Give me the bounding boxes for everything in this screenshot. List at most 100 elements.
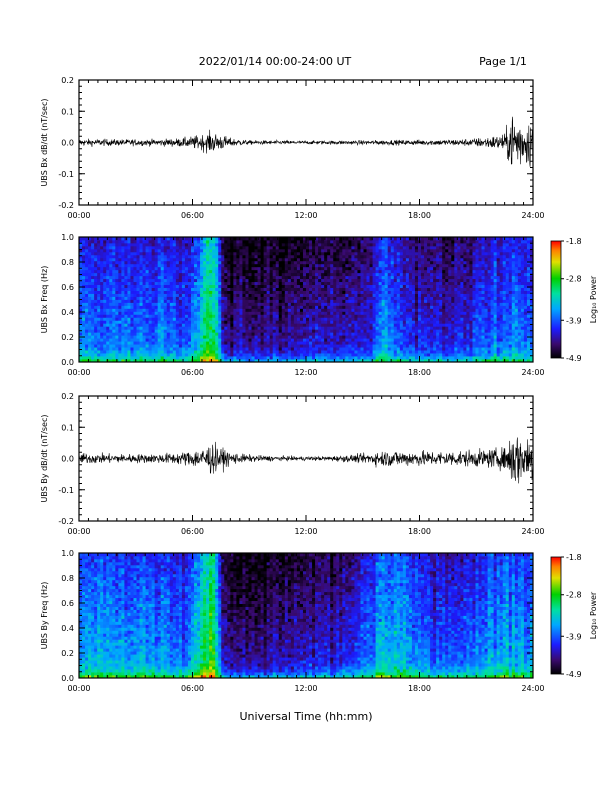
spectrogram-cell	[296, 248, 301, 253]
spectrogram-cell	[145, 314, 150, 318]
spectrogram-cell	[145, 359, 150, 363]
spectrogram-cell	[236, 260, 240, 265]
spectrogram-cell	[348, 284, 352, 288]
spectrogram-cell	[115, 317, 119, 321]
spectrogram-cell	[272, 314, 277, 318]
spectrogram-cell	[181, 320, 186, 324]
spectrogram-cell	[109, 302, 113, 306]
spectrogram-cell	[203, 344, 207, 348]
spectrogram-cell	[327, 350, 331, 354]
spectrogram-cell	[421, 320, 425, 324]
spectrogram-cell	[363, 263, 367, 268]
spectrogram-cell	[88, 293, 92, 297]
spectrogram-cell	[336, 284, 340, 288]
spectrogram-cell	[342, 356, 346, 360]
spectrogram-cell	[136, 305, 140, 309]
spectrogram-cell	[333, 269, 337, 274]
spectrogram-cell	[121, 302, 125, 306]
spectrogram-cell	[239, 296, 243, 300]
spectrogram-cell	[136, 278, 140, 283]
spectrogram-cell	[357, 308, 361, 312]
spectrogram-cell	[269, 242, 274, 247]
spectrogram-cell	[309, 248, 313, 253]
spectrogram-cell	[272, 326, 277, 330]
spectrogram-cell	[206, 353, 210, 357]
spectrogram-cell	[109, 344, 113, 348]
spectrogram-cell	[169, 299, 174, 303]
spectrogram-cell	[351, 323, 355, 327]
spectrogram-cell	[402, 341, 407, 345]
spectrogram-cell	[345, 281, 349, 286]
spectrogram-cell	[372, 275, 377, 280]
spectrogram-cell	[124, 287, 128, 291]
spectrogram-cell	[284, 356, 289, 360]
spectrogram-cell	[306, 239, 310, 244]
spectrogram-cell	[194, 239, 198, 244]
spectrogram-cell	[218, 296, 222, 300]
spectrogram-cell	[272, 284, 277, 288]
spectrogram-cell	[109, 308, 113, 312]
spectrogram-cell	[157, 302, 162, 306]
spectrogram-cell	[151, 326, 156, 330]
spectrogram-cell	[151, 260, 156, 265]
spectrogram-cell	[408, 251, 413, 256]
spectrogram-cell	[136, 281, 140, 286]
spectrogram-cell	[396, 308, 401, 312]
spectrogram-cell	[296, 284, 301, 288]
spectrogram-cell	[139, 257, 143, 262]
spectrogram-cell	[321, 290, 325, 294]
spectrogram-cell	[103, 353, 107, 357]
spectrogram-cell	[306, 245, 310, 250]
spectrogram-cell	[266, 347, 271, 351]
spectrogram-cell	[133, 266, 137, 271]
spectrogram-cell	[82, 332, 86, 336]
spectrogram-cell	[178, 245, 183, 250]
spectrogram-cell	[203, 353, 207, 357]
spectrogram-cell	[175, 353, 180, 357]
spectrogram-cell	[200, 323, 204, 327]
spectrogram-cell	[272, 350, 277, 354]
spectrogram-cell	[94, 302, 98, 306]
spectrogram-cell	[254, 353, 258, 357]
spectrogram-cell	[127, 263, 131, 268]
spectrogram-cell	[184, 332, 189, 336]
spectrogram-cell	[348, 290, 352, 294]
spectrogram-cell	[357, 275, 361, 280]
spectrogram-cell	[390, 248, 395, 253]
spectrogram-cell	[118, 248, 122, 253]
spectrogram-cell	[118, 317, 122, 321]
spectrogram-cell	[239, 344, 243, 348]
spectrogram-cell	[157, 335, 162, 339]
spectrogram-cell	[103, 350, 107, 354]
spectrogram-cell	[318, 356, 322, 360]
spectrogram-cell	[354, 237, 358, 241]
spectrogram-cell	[91, 359, 95, 363]
spectrogram-cell	[384, 263, 389, 268]
spectrogram-cell	[236, 272, 240, 277]
spectrogram-cell	[169, 248, 174, 253]
spectrogram-cell	[414, 266, 419, 271]
spectrogram-cell	[324, 314, 328, 318]
spectrogram-cell	[169, 326, 174, 330]
spectrogram-cell	[245, 275, 249, 280]
spectrogram-cell	[88, 263, 92, 268]
spectrogram-cell	[85, 263, 89, 268]
spectrogram-cell	[224, 248, 228, 253]
spectrogram-cell	[399, 341, 404, 345]
spectrogram-cell	[260, 263, 265, 268]
spectrogram-cell	[124, 293, 128, 297]
spectrogram-cell	[142, 299, 146, 303]
spectrogram-cell	[203, 293, 207, 297]
spectrogram-cell	[411, 299, 416, 303]
spectrogram-cell	[175, 326, 180, 330]
spectrogram-cell	[393, 251, 398, 256]
spectrogram-cell	[130, 245, 134, 250]
spectrogram-cell	[154, 347, 159, 351]
spectrogram-cell	[257, 347, 261, 351]
spectrogram-cell	[360, 356, 364, 360]
spectrogram-cell	[390, 237, 395, 241]
spectrogram-cell	[190, 242, 195, 247]
spectrogram-cell	[257, 299, 261, 303]
spectrogram-cell	[203, 356, 207, 360]
